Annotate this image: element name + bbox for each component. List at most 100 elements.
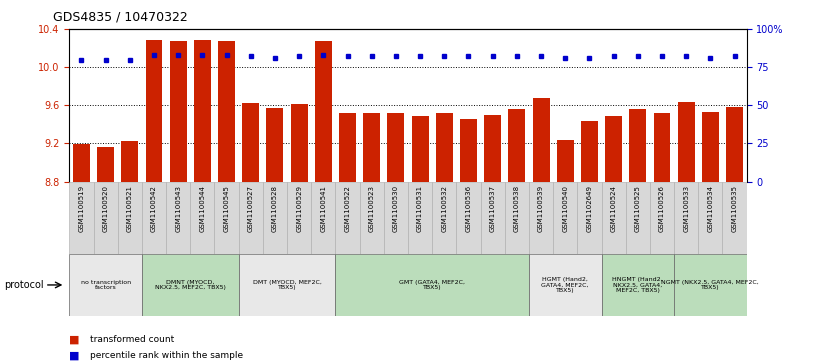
Bar: [339, 113, 356, 182]
Text: ■: ■: [69, 334, 80, 344]
Text: HGMT (Hand2,
GATA4, MEF2C,
TBX5): HGMT (Hand2, GATA4, MEF2C, TBX5): [542, 277, 589, 293]
Bar: [629, 109, 646, 182]
Text: GSM1100526: GSM1100526: [659, 185, 665, 232]
Text: GSM1102649: GSM1102649: [587, 185, 592, 232]
Bar: [601, 182, 626, 254]
Text: GSM1100523: GSM1100523: [369, 185, 375, 232]
Bar: [529, 182, 553, 254]
Text: percentile rank within the sample: percentile rank within the sample: [90, 351, 243, 360]
Bar: [122, 140, 138, 182]
Text: GSM1100535: GSM1100535: [732, 185, 738, 232]
Text: GSM1100527: GSM1100527: [248, 185, 254, 232]
Bar: [533, 98, 549, 182]
Text: GSM1100528: GSM1100528: [272, 185, 278, 232]
Bar: [601, 254, 674, 316]
Bar: [190, 182, 215, 254]
Text: GSM1100529: GSM1100529: [296, 185, 302, 232]
Bar: [484, 115, 501, 182]
Text: GSM1100542: GSM1100542: [151, 185, 157, 232]
Bar: [335, 182, 360, 254]
Bar: [508, 109, 526, 182]
Bar: [363, 113, 380, 182]
Bar: [311, 182, 335, 254]
Text: no transcription
factors: no transcription factors: [81, 280, 131, 290]
Bar: [142, 254, 238, 316]
Text: GSM1100533: GSM1100533: [683, 185, 690, 232]
Text: GSM1100521: GSM1100521: [126, 185, 133, 232]
Bar: [384, 182, 408, 254]
Text: GSM1100519: GSM1100519: [78, 185, 84, 232]
Bar: [481, 182, 505, 254]
Bar: [238, 254, 335, 316]
Text: transformed count: transformed count: [90, 335, 174, 344]
Bar: [170, 41, 187, 182]
Bar: [263, 182, 287, 254]
Bar: [702, 112, 719, 182]
Bar: [460, 119, 477, 182]
Bar: [722, 182, 747, 254]
Bar: [73, 144, 90, 182]
Text: GSM1100544: GSM1100544: [199, 185, 206, 232]
Bar: [408, 182, 432, 254]
Bar: [456, 182, 481, 254]
Bar: [97, 147, 114, 182]
Bar: [290, 104, 308, 182]
Text: GSM1100543: GSM1100543: [175, 185, 181, 232]
Bar: [218, 41, 235, 182]
Bar: [238, 182, 263, 254]
Text: protocol: protocol: [4, 280, 44, 290]
Bar: [678, 102, 694, 182]
Bar: [553, 182, 577, 254]
Text: GSM1100540: GSM1100540: [562, 185, 568, 232]
Bar: [94, 182, 118, 254]
Text: GSM1100539: GSM1100539: [538, 185, 544, 232]
Bar: [69, 182, 94, 254]
Bar: [69, 254, 142, 316]
Bar: [315, 41, 332, 182]
Bar: [242, 103, 259, 182]
Bar: [166, 182, 190, 254]
Text: GDS4835 / 10470322: GDS4835 / 10470322: [53, 11, 188, 24]
Text: ■: ■: [69, 351, 80, 361]
Bar: [674, 182, 698, 254]
Text: GSM1100545: GSM1100545: [224, 185, 229, 232]
Bar: [505, 182, 529, 254]
Bar: [577, 182, 601, 254]
Text: GSM1100520: GSM1100520: [103, 185, 109, 232]
Bar: [529, 254, 601, 316]
Bar: [335, 254, 529, 316]
Text: GMT (GATA4, MEF2C,
TBX5): GMT (GATA4, MEF2C, TBX5): [399, 280, 465, 290]
Bar: [650, 182, 674, 254]
Bar: [287, 182, 311, 254]
Bar: [388, 113, 405, 182]
Bar: [654, 113, 671, 182]
Bar: [626, 182, 650, 254]
Text: DMT (MYOCD, MEF2C,
TBX5): DMT (MYOCD, MEF2C, TBX5): [253, 280, 322, 290]
Text: GSM1100532: GSM1100532: [441, 185, 447, 232]
Text: GSM1100541: GSM1100541: [321, 185, 326, 232]
Text: GSM1100534: GSM1100534: [707, 185, 713, 232]
Bar: [360, 182, 384, 254]
Bar: [726, 107, 743, 182]
Text: DMNT (MYOCD,
NKX2.5, MEF2C, TBX5): DMNT (MYOCD, NKX2.5, MEF2C, TBX5): [155, 280, 226, 290]
Text: GSM1100538: GSM1100538: [514, 185, 520, 232]
Bar: [698, 182, 722, 254]
Bar: [145, 41, 162, 182]
Bar: [432, 182, 456, 254]
Text: GSM1100525: GSM1100525: [635, 185, 641, 232]
Text: GSM1100522: GSM1100522: [344, 185, 351, 232]
Bar: [194, 41, 211, 182]
Bar: [267, 108, 283, 182]
Text: HNGMT (Hand2,
NKX2.5, GATA4,
MEF2C, TBX5): HNGMT (Hand2, NKX2.5, GATA4, MEF2C, TBX5…: [613, 277, 663, 293]
Bar: [411, 116, 428, 182]
Bar: [215, 182, 238, 254]
Bar: [605, 116, 622, 182]
Text: GSM1100530: GSM1100530: [393, 185, 399, 232]
Text: GSM1100536: GSM1100536: [465, 185, 472, 232]
Bar: [142, 182, 166, 254]
Text: GSM1100531: GSM1100531: [417, 185, 423, 232]
Bar: [581, 122, 598, 182]
Text: NGMT (NKX2.5, GATA4, MEF2C,
TBX5): NGMT (NKX2.5, GATA4, MEF2C, TBX5): [662, 280, 759, 290]
Bar: [674, 254, 747, 316]
Bar: [118, 182, 142, 254]
